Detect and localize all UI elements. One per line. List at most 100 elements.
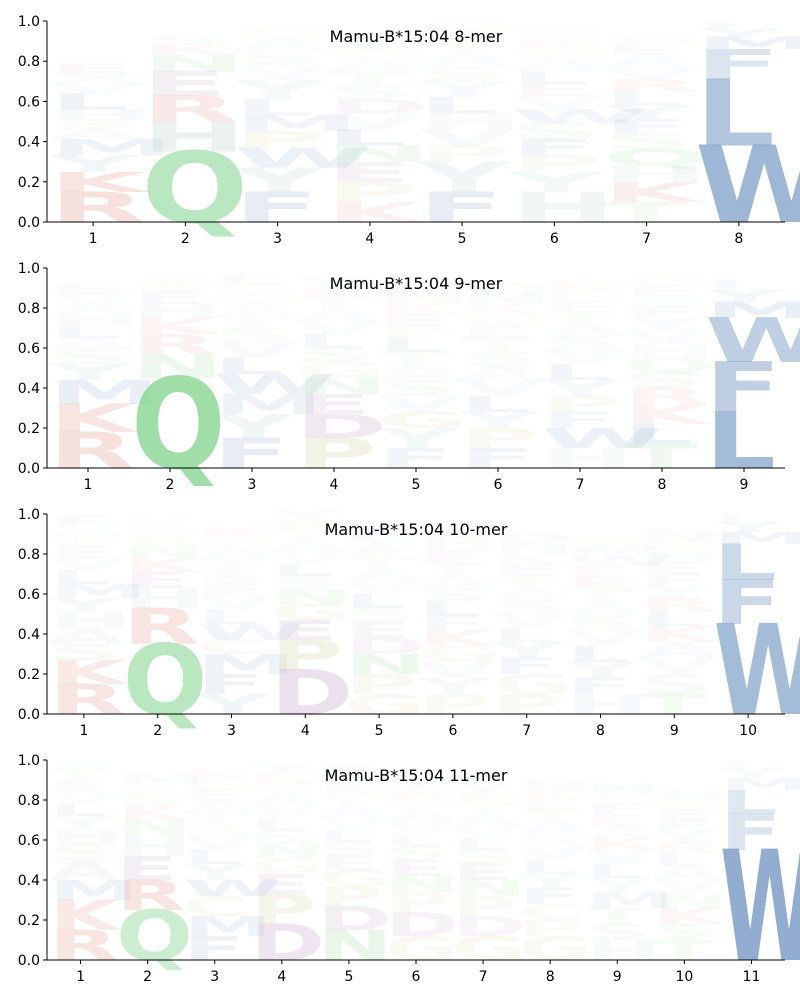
logo-letter: D	[317, 900, 392, 939]
logo-letter: Y	[48, 359, 131, 385]
x-tick-label: 4	[301, 723, 310, 739]
logo-letter: P	[492, 689, 565, 721]
x-tick-label: 6	[550, 231, 559, 247]
logo-letter: S	[519, 831, 584, 850]
logo-letter: F	[49, 513, 117, 529]
logo-letter: V	[49, 81, 147, 97]
logo-letter: K	[295, 285, 385, 301]
logo-letter: G	[377, 407, 468, 433]
logo-letter: S	[317, 838, 382, 861]
logo-letter: S	[384, 842, 449, 865]
logo-letter: T	[586, 904, 648, 930]
logo-letter: N	[295, 373, 388, 399]
logo-letter: P	[418, 141, 510, 167]
logo-letter: T	[317, 793, 378, 809]
y-tick-label: 1.0	[18, 753, 40, 769]
logo-letter: S	[213, 324, 293, 347]
logo-letter: W	[183, 876, 282, 902]
logo-letter: S	[49, 117, 140, 133]
logo-letter: M	[49, 374, 160, 413]
x-tick-label: 4	[277, 969, 286, 985]
logo-letter: L	[384, 831, 441, 850]
logo-letter: G	[183, 777, 257, 793]
logo-letter: S	[452, 846, 517, 869]
x-tick-label: 2	[143, 969, 152, 985]
logo-letter: G	[317, 866, 391, 892]
logo-letter: H	[566, 689, 649, 721]
logo-letter: V	[197, 592, 275, 615]
logo-letter: E	[492, 561, 560, 580]
logo-letter: L	[639, 608, 703, 631]
logo-letter: Q	[141, 131, 248, 245]
logo-letter: S	[116, 791, 181, 810]
y-tick-label: 1.0	[18, 261, 40, 277]
logo-letter: Y	[417, 674, 492, 700]
logo-letter: D	[377, 279, 469, 295]
logo-letter: K	[492, 551, 573, 567]
logo-letter: Y	[601, 102, 696, 125]
logo-letter: H	[131, 300, 224, 323]
logo-letter: G	[519, 930, 593, 969]
logo-letter: F	[233, 184, 319, 233]
logo-letter: E	[519, 797, 581, 813]
logo-letter: A	[49, 127, 147, 143]
x-tick-label: 5	[375, 723, 384, 739]
logo-letter: N	[459, 291, 552, 307]
logo-letter: P	[418, 689, 491, 721]
logo-letter: P	[377, 323, 459, 342]
y-tick-label: 0.4	[18, 381, 40, 397]
logo-letter: V	[623, 326, 709, 349]
logo-letter: R	[49, 184, 146, 233]
logo-letter: W	[713, 598, 800, 744]
logo-letter: A	[49, 854, 119, 886]
logo-letter: M	[183, 910, 273, 942]
logo-letter: E	[566, 563, 634, 582]
logo-letter: L	[519, 856, 576, 879]
logo-letter: R	[49, 921, 118, 970]
logo-letter: L	[510, 68, 590, 87]
logo-letter: X	[49, 757, 118, 773]
y-tick-label: 0.8	[18, 547, 40, 563]
logo-letter: Y	[638, 583, 713, 602]
logo-letter: V	[459, 375, 545, 401]
x-tick-label: 10	[675, 969, 693, 985]
logo-letter: K	[131, 313, 221, 339]
logo-letter: X	[49, 301, 135, 317]
logo-letter: F	[452, 771, 514, 787]
logo-letter: F	[197, 669, 265, 701]
logo-letter: Y	[584, 874, 652, 897]
logo-letter: D	[344, 634, 427, 660]
y-tick-label: 0.4	[18, 135, 40, 151]
logo-letter: Y	[417, 154, 511, 203]
logo-letter: D	[418, 539, 501, 555]
logo-letter: T	[250, 781, 311, 797]
logo-letter: M	[233, 111, 358, 137]
logo-letter: S	[566, 612, 638, 635]
logo-letter: A	[250, 791, 320, 810]
logo-letter: F	[713, 567, 781, 639]
logo-letter: K	[566, 575, 647, 594]
logo-letter: L	[49, 801, 106, 820]
logo-letter: L	[317, 827, 374, 846]
logo-letter: T	[623, 438, 699, 477]
logo-letter: A	[344, 567, 421, 586]
logo-letter: Y	[324, 36, 418, 52]
logo-letter: E	[213, 271, 289, 287]
logo-letter: A	[639, 638, 716, 664]
logo-letter: Y	[509, 166, 603, 199]
logo-letter: F	[566, 674, 634, 700]
logo-letter: L	[49, 89, 129, 115]
logo-letter: G	[603, 32, 706, 48]
logo-letter: E	[623, 283, 699, 299]
logo-letter: X	[49, 71, 146, 87]
logo-letter: G	[250, 854, 324, 880]
